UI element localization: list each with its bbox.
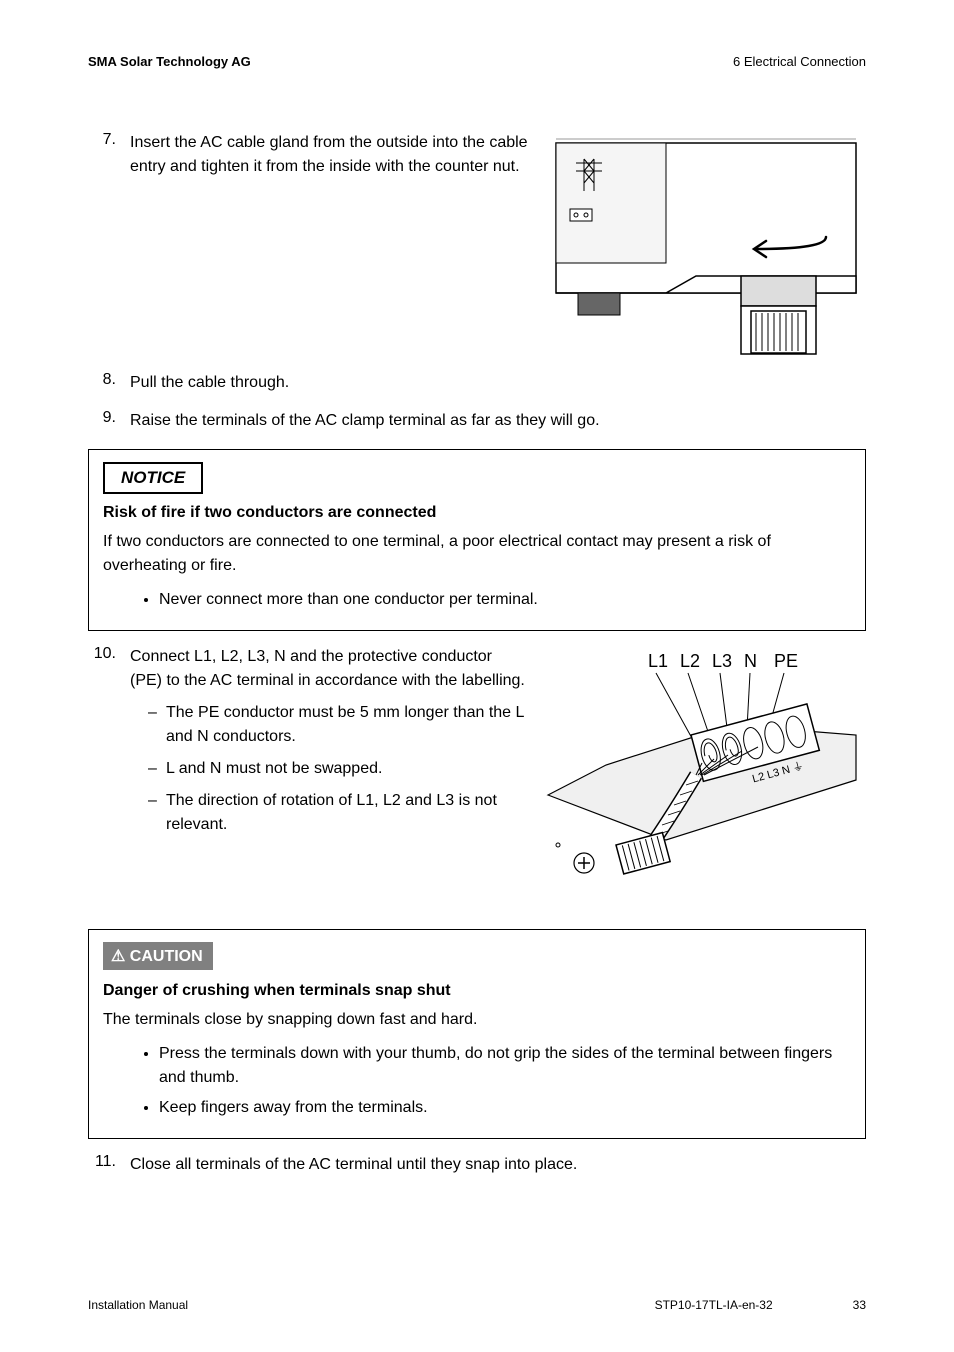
cable-gland-illustration bbox=[546, 131, 866, 371]
notice-label: NOTICE bbox=[103, 462, 203, 494]
step-text: Pull the cable through. bbox=[130, 371, 866, 395]
label-N: N bbox=[744, 651, 757, 671]
step-8: 8. Pull the cable through. bbox=[88, 371, 866, 395]
step-number: 11. bbox=[88, 1153, 130, 1177]
step-text: Close all terminals of the AC terminal u… bbox=[130, 1153, 866, 1177]
dash-item: L and N must not be swapped. bbox=[148, 757, 528, 781]
page-footer: Installation Manual STP10-17TL-IA-en-32 … bbox=[88, 1298, 866, 1312]
label-L3: L3 bbox=[712, 651, 732, 671]
label-L1: L1 bbox=[648, 651, 668, 671]
step-7: 7. Insert the AC cable gland from the ou… bbox=[88, 131, 528, 179]
step-9: 9. Raise the terminals of the AC clamp t… bbox=[88, 409, 866, 433]
warning-icon: ⚠ bbox=[111, 948, 125, 965]
step-10-row: 10. Connect L1, L2, L3, N and the protec… bbox=[88, 645, 866, 905]
step-11: 11. Close all terminals of the AC termin… bbox=[88, 1153, 866, 1177]
caution-label: ⚠ CAUTION bbox=[103, 942, 213, 970]
caution-body: The terminals close by snapping down fas… bbox=[103, 1008, 851, 1032]
caution-bullets: Press the terminals down with your thumb… bbox=[103, 1042, 851, 1120]
figure-terminal: L1 L2 L3 N PE bbox=[546, 645, 866, 905]
page-header: SMA Solar Technology AG 6 Electrical Con… bbox=[88, 54, 866, 69]
step-text: Raise the terminals of the AC clamp term… bbox=[130, 409, 866, 433]
label-L2: L2 bbox=[680, 651, 700, 671]
step-7-row: 7. Insert the AC cable gland from the ou… bbox=[88, 131, 866, 371]
header-right: 6 Electrical Connection bbox=[733, 54, 866, 69]
step-10-dashes: The PE conductor must be 5 mm longer tha… bbox=[130, 701, 528, 837]
step-text: Insert the AC cable gland from the outsi… bbox=[130, 131, 528, 179]
step-10-main: Connect L1, L2, L3, N and the protective… bbox=[130, 648, 525, 689]
step-number: 7. bbox=[88, 131, 130, 179]
footer-page: 33 bbox=[853, 1298, 866, 1312]
step-text: Connect L1, L2, L3, N and the protective… bbox=[130, 645, 528, 845]
dash-item: The PE conductor must be 5 mm longer tha… bbox=[148, 701, 528, 749]
footer-left: Installation Manual bbox=[88, 1298, 188, 1312]
step-number: 8. bbox=[88, 371, 130, 395]
label-PE: PE bbox=[774, 651, 798, 671]
caution-bullet: Press the terminals down with your thumb… bbox=[159, 1042, 851, 1090]
header-left: SMA Solar Technology AG bbox=[88, 54, 251, 69]
notice-body: If two conductors are connected to one t… bbox=[103, 530, 851, 578]
caution-label-text: CAUTION bbox=[130, 948, 203, 965]
notice-bullet: Never connect more than one conductor pe… bbox=[159, 588, 851, 612]
dash-item: The direction of rotation of L1, L2 and … bbox=[148, 789, 528, 837]
step-10: 10. Connect L1, L2, L3, N and the protec… bbox=[88, 645, 528, 845]
caution-bullet: Keep fingers away from the terminals. bbox=[159, 1096, 851, 1120]
notice-heading: Risk of fire if two conductors are conne… bbox=[103, 504, 851, 522]
notice-box: NOTICE Risk of fire if two conductors ar… bbox=[88, 449, 866, 631]
caution-heading: Danger of crushing when terminals snap s… bbox=[103, 982, 851, 1000]
figure-cable-gland bbox=[546, 131, 866, 371]
caution-box: ⚠ CAUTION Danger of crushing when termin… bbox=[88, 929, 866, 1139]
terminal-illustration: L1 L2 L3 N PE bbox=[546, 645, 866, 905]
footer-doc: STP10-17TL-IA-en-32 bbox=[655, 1298, 773, 1312]
notice-bullets: Never connect more than one conductor pe… bbox=[103, 588, 851, 612]
step-number: 9. bbox=[88, 409, 130, 433]
step-number: 10. bbox=[88, 645, 130, 845]
